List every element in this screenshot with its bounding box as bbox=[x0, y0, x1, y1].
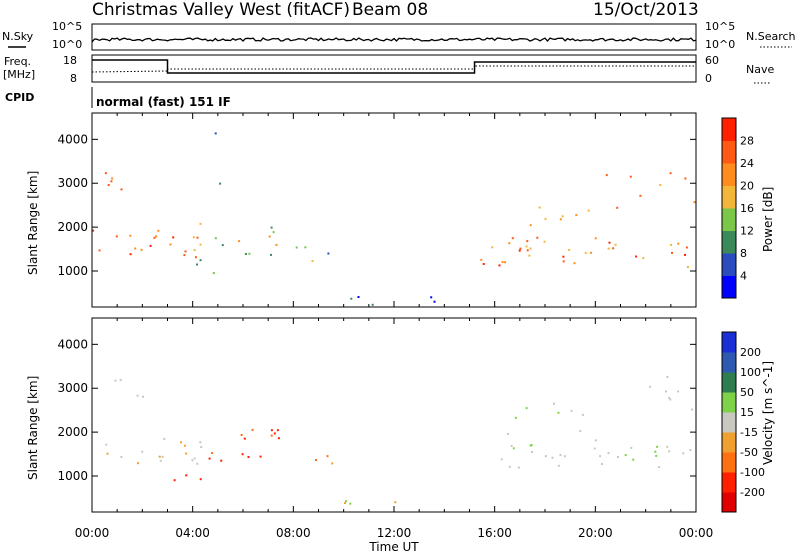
colorbar-box bbox=[722, 230, 736, 254]
time-tick-5: 20:00 bbox=[578, 526, 613, 540]
freq-tick-bottom: 8 bbox=[70, 72, 77, 85]
colorbar-box bbox=[722, 432, 736, 453]
colorbar-tick-label: 28 bbox=[740, 135, 754, 148]
nsearch-tick-top: 10^5 bbox=[705, 20, 735, 33]
colorbar-box bbox=[722, 185, 736, 209]
colorbar-tick-label: 12 bbox=[740, 225, 754, 238]
power-data bbox=[92, 132, 696, 306]
colorbar-tick-label: -50 bbox=[740, 446, 758, 459]
nsearch-label: N.Search bbox=[746, 30, 796, 43]
colorbar-tick-label: -200 bbox=[740, 486, 765, 499]
colorbar-box bbox=[722, 372, 736, 393]
freq-label: Freq. bbox=[4, 55, 31, 68]
colorbar-tick-label: 20 bbox=[740, 180, 754, 193]
nsky-tick-bottom: 10^0 bbox=[52, 38, 82, 51]
nsky-trace bbox=[91, 37, 697, 43]
time-axis-label: Time UT bbox=[368, 540, 419, 554]
freq-tick-top: 18 bbox=[63, 54, 77, 67]
colorbar-box bbox=[722, 492, 736, 513]
velocity-ylabel: Slant Range [km] bbox=[26, 376, 40, 480]
nsky-panel: N.Sky 10^5 10^0 10^5 10^0 N.Search bbox=[2, 20, 796, 51]
colorbar-box bbox=[722, 392, 736, 413]
colorbar-tick-label: -15 bbox=[740, 426, 758, 439]
colorbar-tick-label: 200 bbox=[740, 346, 761, 359]
time-tick-0: 00:00 bbox=[75, 526, 110, 540]
freq-trace bbox=[92, 59, 696, 74]
y-tick-label: 4000 bbox=[57, 132, 88, 146]
colorbar-box bbox=[722, 412, 736, 433]
date-label: 15/Oct/2013 bbox=[593, 0, 699, 20]
velocity-frame bbox=[91, 317, 697, 513]
colorbar-tick-label: 24 bbox=[740, 157, 754, 170]
freq-panel: Freq. [MHz] 18 8 60 0 Nave bbox=[3, 54, 774, 85]
velocity-data bbox=[105, 376, 694, 505]
colorbar-box bbox=[722, 253, 736, 276]
colorbar-box bbox=[722, 472, 736, 493]
power-frame bbox=[91, 112, 697, 308]
nave-trace bbox=[91, 65, 696, 73]
time-tick-4: 16:00 bbox=[477, 526, 512, 540]
colorbar-box bbox=[722, 118, 736, 141]
nsearch-tick-bottom: 10^0 bbox=[705, 38, 735, 51]
colorbar-box bbox=[722, 452, 736, 473]
colorbar-tick-label: -100 bbox=[740, 466, 765, 479]
colorbar-tick-label: 15 bbox=[740, 406, 754, 419]
colorbar-tick-label: 16 bbox=[740, 202, 754, 215]
nsky-label: N.Sky bbox=[2, 30, 34, 43]
y-tick-label: 3000 bbox=[57, 381, 88, 395]
y-tick-label: 1000 bbox=[57, 264, 88, 278]
power-ylabel: Slant Range [km] bbox=[26, 171, 40, 275]
colorbar-tick-label: 4 bbox=[740, 270, 747, 283]
colorbar-box bbox=[722, 140, 736, 164]
time-tick-3: 12:00 bbox=[377, 526, 412, 540]
velocity-colorbar: 200 100 50 15 -15 -50 -100 -200 Velocity [m s^-… bbox=[721, 331, 775, 513]
y-tick-label: 2000 bbox=[57, 220, 88, 234]
cpid-label: CPID bbox=[5, 91, 34, 104]
nave-tick-top: 60 bbox=[705, 54, 719, 67]
colorbar-box bbox=[722, 163, 736, 186]
y-tick-label: 4000 bbox=[57, 337, 88, 351]
nsky-tick-top: 10^5 bbox=[52, 20, 82, 33]
colorbar-tick-label: 100 bbox=[740, 366, 761, 379]
colorbar-tick-label: 50 bbox=[740, 386, 754, 399]
nave-tick-bottom: 0 bbox=[705, 72, 712, 85]
colorbar-box bbox=[722, 332, 736, 353]
time-tick-2: 08:00 bbox=[276, 526, 311, 540]
beam-label: Beam 08 bbox=[352, 0, 428, 20]
velocity-colorbar-label: Velocity [m s^-1] bbox=[761, 361, 775, 465]
time-tick-6: 00:00 bbox=[679, 526, 714, 540]
y-tick-label: 2000 bbox=[57, 425, 88, 439]
freq-unit: [MHz] bbox=[3, 68, 35, 81]
velocity-panel: 1000 2000 3000 4000 Slant Range [km] bbox=[26, 317, 697, 513]
power-colorbar-label: Power [dB] bbox=[761, 187, 775, 252]
colorbar-box bbox=[722, 208, 736, 231]
y-tick-label: 3000 bbox=[57, 176, 88, 190]
colorbar-tick-label: 8 bbox=[740, 247, 747, 260]
nave-label: Nave bbox=[746, 63, 774, 76]
time-tick-1: 04:00 bbox=[175, 526, 210, 540]
colorbar-box bbox=[722, 352, 736, 373]
y-tick-label: 1000 bbox=[57, 469, 88, 483]
power-colorbar: 4 8 12 16 20 24 28 Power [dB] bbox=[721, 117, 775, 299]
cpid-value: normal (fast) 151 IF bbox=[96, 95, 231, 109]
colorbar-box bbox=[722, 275, 736, 299]
station-title: Christmas Valley West (fitACF) bbox=[92, 0, 350, 20]
power-panel: 1000 2000 3000 4000 Slant Range [km] bbox=[26, 112, 697, 308]
